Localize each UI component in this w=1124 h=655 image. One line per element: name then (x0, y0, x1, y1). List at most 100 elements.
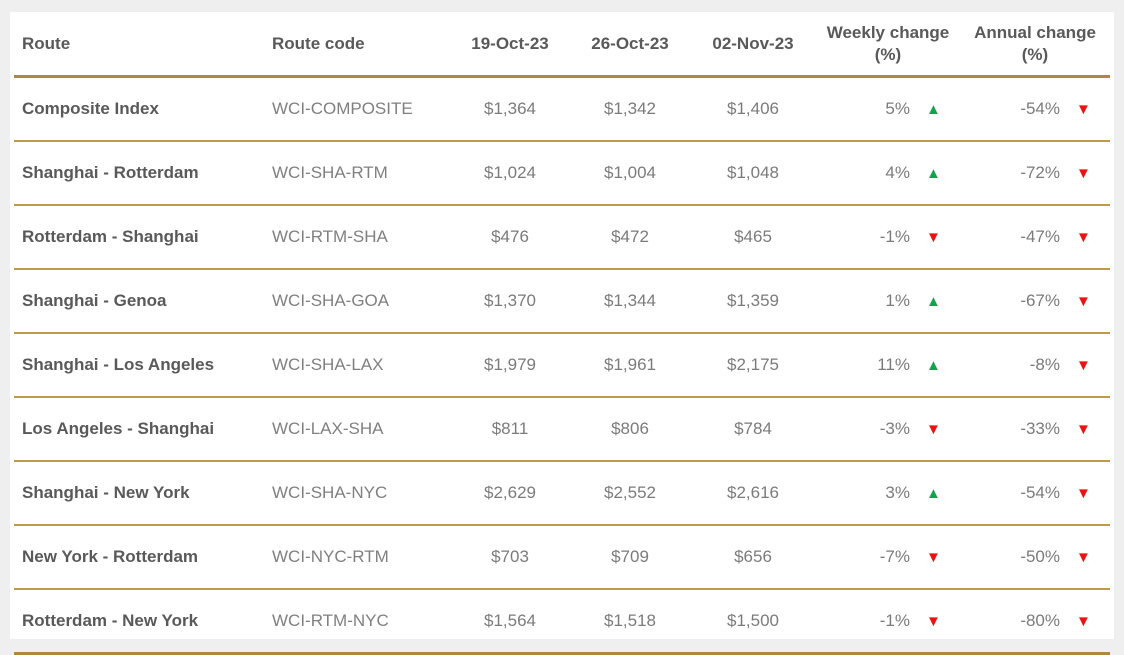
annual-change-cell: -8% (960, 333, 1110, 398)
price-02-nov: $465 (690, 205, 816, 270)
price-19-oct: $1,370 (450, 269, 570, 334)
table-row: Shanghai - Rotterdam WCI-SHA-RTM $1,024 … (14, 141, 1110, 206)
weekly-change-value: 5% (885, 99, 910, 118)
route-name: Rotterdam - New York (14, 589, 272, 655)
annual-change-value: -50% (1020, 547, 1060, 566)
route-name: Shanghai - Rotterdam (14, 141, 272, 206)
route-code: WCI-SHA-RTM (272, 141, 450, 206)
annual-change-value: -33% (1020, 419, 1060, 438)
annual-change-value: -47% (1020, 227, 1060, 246)
weekly-change-cell: -1% (816, 205, 960, 270)
price-19-oct: $1,564 (450, 589, 570, 655)
down-triangle-icon (1076, 422, 1096, 437)
annual-change-value: -67% (1020, 291, 1060, 310)
down-triangle-icon (926, 550, 946, 565)
down-triangle-icon (1076, 102, 1096, 117)
weekly-change-value: -3% (879, 419, 910, 438)
weekly-change-cell: 4% (816, 141, 960, 206)
down-triangle-icon (1076, 230, 1096, 245)
route-code: WCI-SHA-GOA (272, 269, 450, 334)
route-name: Composite Index (14, 76, 272, 142)
route-code: WCI-SHA-LAX (272, 333, 450, 398)
price-26-oct: $1,344 (570, 269, 690, 334)
down-triangle-icon (1076, 614, 1096, 629)
price-26-oct: $1,342 (570, 76, 690, 142)
weekly-change-cell: -3% (816, 397, 960, 462)
table-row: Rotterdam - Shanghai WCI-RTM-SHA $476 $4… (14, 205, 1110, 270)
route-code: WCI-RTM-NYC (272, 589, 450, 655)
down-triangle-icon (926, 422, 946, 437)
weekly-change-value: 4% (885, 163, 910, 182)
price-19-oct: $476 (450, 205, 570, 270)
weekly-change-value: -1% (879, 611, 910, 630)
annual-change-value: -8% (1029, 355, 1060, 374)
price-02-nov: $1,500 (690, 589, 816, 655)
down-triangle-icon (1076, 166, 1096, 181)
column-header-19-oct-23: 19-Oct-23 (450, 12, 570, 78)
price-19-oct: $2,629 (450, 461, 570, 526)
price-02-nov: $1,406 (690, 76, 816, 142)
freight-rates-table-panel: Route Route code 19-Oct-23 26-Oct-23 02-… (10, 12, 1114, 655)
table-row: Shanghai - New York WCI-SHA-NYC $2,629 $… (14, 461, 1110, 526)
down-triangle-icon (1076, 294, 1096, 309)
down-triangle-icon (1076, 486, 1096, 501)
column-header-route-code: Route code (272, 12, 450, 78)
route-name: Los Angeles - Shanghai (14, 397, 272, 462)
price-26-oct: $2,552 (570, 461, 690, 526)
table-row: Los Angeles - Shanghai WCI-LAX-SHA $811 … (14, 397, 1110, 462)
price-26-oct: $709 (570, 525, 690, 590)
price-26-oct: $1,518 (570, 589, 690, 655)
freight-rates-table: Route Route code 19-Oct-23 26-Oct-23 02-… (14, 12, 1110, 655)
price-19-oct: $811 (450, 397, 570, 462)
up-triangle-icon (926, 102, 946, 117)
price-02-nov: $784 (690, 397, 816, 462)
annual-change-cell: -67% (960, 269, 1110, 334)
table-row: New York - Rotterdam WCI-NYC-RTM $703 $7… (14, 525, 1110, 590)
up-triangle-icon (926, 486, 946, 501)
annual-change-cell: -54% (960, 76, 1110, 142)
annual-change-cell: -33% (960, 397, 1110, 462)
column-header-weekly-change: Weekly change (%) (816, 12, 960, 78)
annual-change-value: -54% (1020, 99, 1060, 118)
weekly-change-value: 11% (877, 355, 910, 374)
route-code: WCI-SHA-NYC (272, 461, 450, 526)
price-02-nov: $1,048 (690, 141, 816, 206)
column-header-annual-change: Annual change (%) (960, 12, 1110, 78)
route-code: WCI-COMPOSITE (272, 76, 450, 142)
down-triangle-icon (1076, 550, 1096, 565)
table-row: Shanghai - Los Angeles WCI-SHA-LAX $1,97… (14, 333, 1110, 398)
price-26-oct: $472 (570, 205, 690, 270)
route-code: WCI-RTM-SHA (272, 205, 450, 270)
annual-change-value: -54% (1020, 483, 1060, 502)
up-triangle-icon (926, 166, 946, 181)
weekly-change-cell: 5% (816, 76, 960, 142)
route-code: WCI-LAX-SHA (272, 397, 450, 462)
annual-change-cell: -54% (960, 461, 1110, 526)
column-header-26-oct-23: 26-Oct-23 (570, 12, 690, 78)
price-19-oct: $1,024 (450, 141, 570, 206)
weekly-change-cell: 1% (816, 269, 960, 334)
column-header-route: Route (14, 12, 272, 78)
down-triangle-icon (926, 230, 946, 245)
weekly-change-value: 3% (885, 483, 910, 502)
weekly-change-value: 1% (885, 291, 910, 310)
up-triangle-icon (926, 358, 946, 373)
route-name: Shanghai - New York (14, 461, 272, 526)
route-name: Shanghai - Los Angeles (14, 333, 272, 398)
down-triangle-icon (926, 614, 946, 629)
price-19-oct: $703 (450, 525, 570, 590)
table-row: Shanghai - Genoa WCI-SHA-GOA $1,370 $1,3… (14, 269, 1110, 334)
route-name: Rotterdam - Shanghai (14, 205, 272, 270)
weekly-change-value: -7% (879, 547, 910, 566)
price-02-nov: $1,359 (690, 269, 816, 334)
weekly-change-cell: -7% (816, 525, 960, 590)
price-02-nov: $2,616 (690, 461, 816, 526)
annual-change-cell: -72% (960, 141, 1110, 206)
price-26-oct: $1,961 (570, 333, 690, 398)
annual-change-value: -80% (1020, 611, 1060, 630)
price-19-oct: $1,979 (450, 333, 570, 398)
weekly-change-cell: 11% (816, 333, 960, 398)
price-19-oct: $1,364 (450, 76, 570, 142)
table-row: Composite Index WCI-COMPOSITE $1,364 $1,… (14, 76, 1110, 142)
price-26-oct: $1,004 (570, 141, 690, 206)
